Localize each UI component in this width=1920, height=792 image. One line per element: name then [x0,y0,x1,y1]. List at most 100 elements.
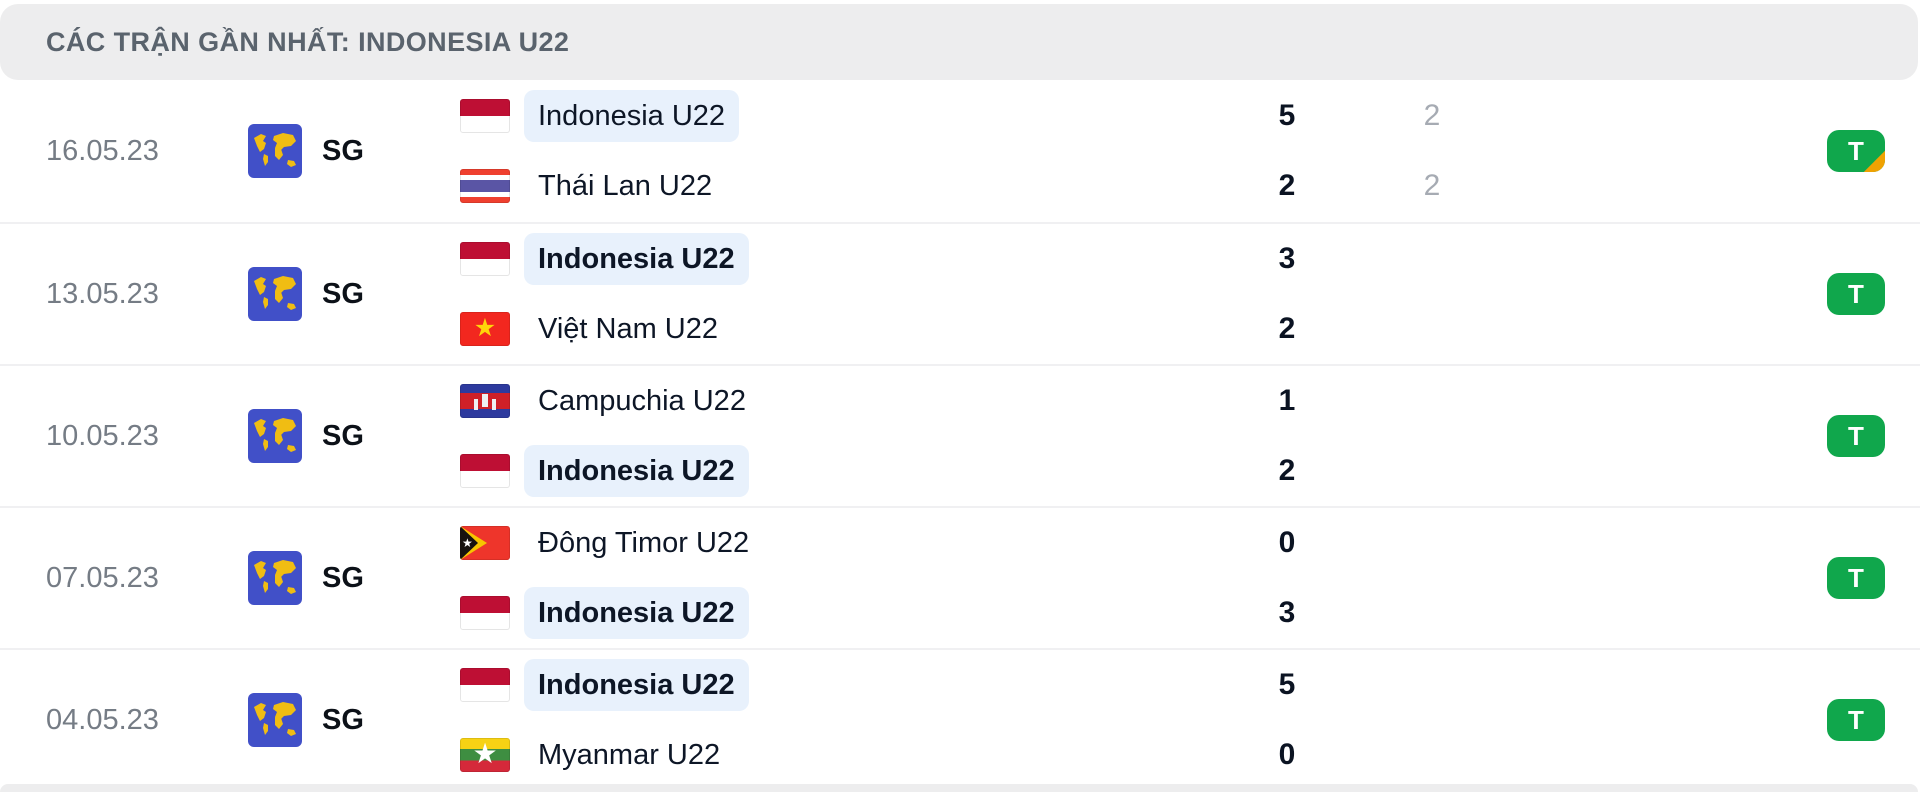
team-score: 2 [1278,312,1296,345]
section-title: CÁC TRẬN GẦN NHẤT: INDONESIA U22 [46,26,570,57]
team-score-secondary: 2 [1423,169,1441,202]
match-date: 10.05.23 [46,419,159,452]
team-name: Myanmar U22 [538,738,721,771]
teams-cell: ★ Indonesia U22 5 ★ Myanmar U22 0 [390,659,1827,780]
team-row-away[interactable]: ★ Indonesia U22 3 [460,587,1827,639]
flag-myanmar-icon: ★ [460,738,510,772]
team-row-away[interactable]: ★ Thái Lan U22 2 2 [460,161,1827,211]
competition-cell: SG [200,693,390,747]
match-date-cell: 10.05.23 [0,420,200,453]
match-date: 13.05.23 [46,277,159,310]
competition-cell: SG [200,267,390,321]
match-row[interactable]: 10.05.23 SG ★ Campuch [0,364,1920,506]
competition-label: SG [322,419,364,452]
result-badge-win: T [1827,415,1885,457]
team-row-away[interactable]: ★ Indonesia U22 2 [460,445,1827,497]
teams-cell: ★ Indonesia U22 5 2 ★ Thái Lan U22 2 2 [390,90,1827,211]
team-row-home[interactable]: ★ Campuchia U22 1 [460,376,1827,426]
team-row-home[interactable]: ★ Đông Timor U22 0 [460,518,1827,568]
match-date: 16.05.23 [46,134,159,167]
team-row-away[interactable]: ★ Myanmar U22 0 [460,730,1827,780]
match-date-cell: 04.05.23 [0,704,200,737]
result-cell: T [1827,273,1920,315]
result-badge-win: T [1827,130,1885,172]
recent-matches-list: 16.05.23 SG ★ Indones [0,80,1920,790]
team-name: Thái Lan U22 [538,169,713,202]
team-name: Indonesia U22 [524,659,749,711]
globe-icon [248,124,302,178]
result-cell: T [1827,415,1920,457]
result-badge-win: T [1827,557,1885,599]
globe-icon [248,409,302,463]
match-date-cell: 13.05.23 [0,278,200,311]
competition-label: SG [322,703,364,736]
result-badge-label: T [1848,704,1864,735]
team-row-away[interactable]: ★ Việt Nam U22 2 [460,304,1827,354]
match-row[interactable]: 04.05.23 SG ★ Indones [0,648,1920,790]
flag-indonesia-icon: ★ [460,668,510,702]
match-row[interactable]: 16.05.23 SG ★ Indones [0,80,1920,222]
flag-vietnam-icon: ★ [460,312,510,346]
team-row-home[interactable]: ★ Indonesia U22 5 [460,659,1827,711]
result-cell: T [1827,699,1920,741]
flag-indonesia-icon: ★ [460,454,510,488]
flag-indonesia-icon: ★ [460,242,510,276]
star-icon: ★ [462,536,473,550]
team-score: 2 [1278,169,1296,202]
team-score: 5 [1278,668,1296,701]
teams-cell: ★ Indonesia U22 3 ★ Việt Nam U22 2 [390,233,1827,354]
team-name: Indonesia U22 [524,587,749,639]
team-name: Việt Nam U22 [538,312,718,345]
team-name: Indonesia U22 [524,445,749,497]
flag-thailand-icon: ★ [460,169,510,203]
flag-timor-icon: ★ [460,526,510,560]
team-name: Campuchia U22 [538,384,746,417]
match-date: 07.05.23 [46,561,159,594]
team-score: 5 [1278,99,1296,132]
match-row[interactable]: 07.05.23 SG ★ Đông Ti [0,506,1920,648]
competition-label: SG [322,134,364,167]
result-badge-win: T [1827,699,1885,741]
flag-cambodia-icon: ★ [460,384,510,418]
flag-indonesia-icon: ★ [460,99,510,133]
teams-cell: ★ Đông Timor U22 0 ★ Indonesia U22 3 [390,518,1827,639]
team-score: 2 [1278,454,1296,487]
star-icon: ★ [472,738,498,769]
result-cell: T [1827,130,1920,172]
competition-cell: SG [200,409,390,463]
teams-cell: ★ Campuchia U22 1 ★ Indonesia U22 2 [390,376,1827,497]
competition-cell: SG [200,551,390,605]
star-icon: ★ [473,313,497,342]
competition-cell: SG [200,124,390,178]
team-row-home[interactable]: ★ Indonesia U22 3 [460,233,1827,285]
result-badge-label: T [1848,135,1864,166]
competition-label: SG [322,561,364,594]
match-date-cell: 07.05.23 [0,562,200,595]
globe-icon [248,551,302,605]
section-header: CÁC TRẬN GẦN NHẤT: INDONESIA U22 [0,4,1918,80]
match-date-cell: 16.05.23 [0,135,200,168]
result-cell: T [1827,557,1920,599]
extra-time-corner-icon [1863,150,1885,172]
result-badge-label: T [1848,420,1864,451]
next-section-edge [0,784,1918,792]
globe-icon [248,267,302,321]
team-score: 1 [1278,384,1296,417]
team-score: 3 [1278,596,1296,629]
team-name: Indonesia U22 [524,233,749,285]
team-row-home[interactable]: ★ Indonesia U22 5 2 [460,90,1827,142]
result-badge-label: T [1848,278,1864,309]
competition-label: SG [322,277,364,310]
globe-icon [248,693,302,747]
result-badge-win: T [1827,273,1885,315]
match-date: 04.05.23 [46,703,159,736]
team-score: 0 [1278,738,1296,771]
flag-indonesia-icon: ★ [460,596,510,630]
result-badge-label: T [1848,562,1864,593]
team-score: 3 [1278,242,1296,275]
team-score-secondary: 2 [1423,99,1441,132]
match-row[interactable]: 13.05.23 SG ★ Indones [0,222,1920,364]
team-score: 0 [1278,526,1296,559]
team-name: Đông Timor U22 [538,526,750,559]
team-name: Indonesia U22 [524,90,740,142]
